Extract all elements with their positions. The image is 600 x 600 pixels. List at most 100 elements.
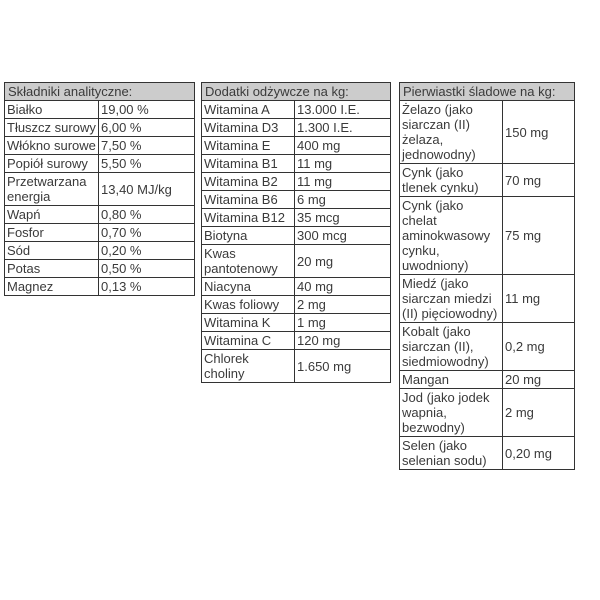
table-row: Fosfor 0,70 % (4, 223, 196, 242)
nutrient-name-cell: Żelazo (jako siarczan (II) żelaza, jedno… (399, 100, 503, 164)
nutrient-name-cell: Selen (jako selenian sodu) (399, 436, 503, 470)
additives-rows: Witamina A 13.000 I.E. Witamina D3 1.300 I.… (201, 100, 392, 383)
table-row: Jod (jako jodek wapnia, bezwodny) 2 mg (399, 388, 575, 437)
nutrient-name-cell: Witamina D3 (201, 118, 295, 137)
nutrient-value-cell: 120 mg (293, 331, 392, 350)
nutrient-name-cell: Miedź (jako siarczan miedzi (II) pięciow… (399, 274, 503, 323)
nutrient-value-cell: 7,50 % (97, 136, 196, 155)
nutrient-value-cell: 2 mg (502, 388, 575, 437)
table-row: Magnez 0,13 % (4, 277, 196, 296)
table-row: Tłuszcz surowy 6,00 % (4, 118, 196, 137)
nutrient-name-cell: Witamina K (201, 313, 295, 332)
nutrient-value-cell: 1 mg (293, 313, 392, 332)
nutritional-additives-table: Dodatki odżywcze na kg: Witamina A 13.000… (200, 82, 392, 383)
nutrient-name-cell: Kwas foliowy (201, 295, 295, 314)
table-header-row: Składniki analityczne: (3, 82, 196, 101)
table-header-row: Pierwiastki śladowe na kg: (399, 82, 575, 101)
table-row: Witamina B12 35 mcg (201, 208, 392, 227)
table-row: Kwas pantotenowy 20 mg (201, 244, 392, 278)
nutrient-value-cell: 1.650 mg (293, 349, 392, 383)
nutrient-name-cell: Witamina B1 (201, 154, 295, 173)
nutrient-value-cell: 6,00 % (97, 118, 196, 137)
table-row: Witamina A 13.000 I.E. (201, 100, 392, 119)
table-header-row: Dodatki odżywcze na kg: (200, 82, 392, 101)
additives-table-title: Dodatki odżywcze na kg: (200, 82, 392, 101)
table-row: Chlorek choliny 1.650 mg (201, 349, 392, 383)
trace-rows: Żelazo (jako siarczan (II) żelaza, jedno… (399, 100, 575, 470)
table-row: Witamina E 400 mg (201, 136, 392, 155)
nutrient-value-cell: 2 mg (293, 295, 392, 314)
nutrient-value-cell: 13.000 I.E. (293, 100, 392, 119)
table-row: Selen (jako selenian sodu) 0,20 mg (399, 436, 575, 470)
trace-elements-table: Pierwiastki śladowe na kg: Żelazo (jako … (399, 82, 575, 470)
nutrient-name-cell: Niacyna (201, 277, 295, 296)
nutrient-value-cell: 11 mg (293, 154, 392, 173)
nutrient-name-cell: Kwas pantotenowy (201, 244, 295, 278)
nutrient-name-cell: Kobalt (jako siarczan (II), siedmiowodny… (399, 322, 503, 371)
table-row: Cynk (jako tlenek cynku) 70 mg (399, 163, 575, 197)
nutrient-name-cell: Witamina B12 (201, 208, 295, 227)
table-row: Żelazo (jako siarczan (II) żelaza, jedno… (399, 100, 575, 164)
nutrient-value-cell: 13,40 MJ/kg (97, 172, 196, 206)
analytical-rows: Białko 19,00 % Tłuszcz surowy 6,00 % Włókno … (4, 100, 196, 296)
nutrient-name-cell: Przetwarzana energia (4, 172, 99, 206)
nutrient-value-cell: 0,13 % (97, 277, 196, 296)
analytical-table-title: Składniki analityczne: (3, 82, 196, 101)
nutrient-value-cell: 11 mg (293, 172, 392, 191)
nutrient-name-cell: Cynk (jako chelat aminokwasowy cynku, uw… (399, 196, 503, 275)
nutrient-name-cell: Witamina E (201, 136, 295, 155)
table-row: Kobalt (jako siarczan (II), siedmiowodny… (399, 322, 575, 371)
nutrient-name-cell: Popiół surowy (4, 154, 99, 173)
nutrient-value-cell: 1.300 I.E. (293, 118, 392, 137)
nutrient-value-cell: 0,70 % (97, 223, 196, 242)
table-row: Potas 0,50 % (4, 259, 196, 278)
table-row: Mangan 20 mg (399, 370, 575, 389)
analytical-components-table: Składniki analityczne: Białko 19,00 % Tłus… (3, 82, 196, 296)
nutrient-name-cell: Wapń (4, 205, 99, 224)
nutrient-value-cell: 0,80 % (97, 205, 196, 224)
nutrient-value-cell: 75 mg (502, 196, 575, 275)
nutrient-name-cell: Witamina C (201, 331, 295, 350)
nutrient-value-cell: 11 mg (502, 274, 575, 323)
nutrient-name-cell: Białko (4, 100, 99, 119)
nutrient-name-cell: Potas (4, 259, 99, 278)
nutrient-value-cell: 150 mg (502, 100, 575, 164)
table-row: Sód 0,20 % (4, 241, 196, 260)
table-row: Białko 19,00 % (4, 100, 196, 119)
nutrient-name-cell: Cynk (jako tlenek cynku) (399, 163, 503, 197)
nutrient-value-cell: 0,50 % (97, 259, 196, 278)
nutrient-name-cell: Witamina A (201, 100, 295, 119)
table-row: Wapń 0,80 % (4, 205, 196, 224)
table-row: Witamina C 120 mg (201, 331, 392, 350)
nutrient-name-cell: Fosfor (4, 223, 99, 242)
nutrient-value-cell: 20 mg (502, 370, 575, 389)
table-row: Włókno surowe 7,50 % (4, 136, 196, 155)
table-row: Kwas foliowy 2 mg (201, 295, 392, 314)
nutrient-value-cell: 40 mg (293, 277, 392, 296)
table-row: Witamina B1 11 mg (201, 154, 392, 173)
table-row: Przetwarzana energia 13,40 MJ/kg (4, 172, 196, 206)
nutrient-value-cell: 35 mcg (293, 208, 392, 227)
nutrient-name-cell: Chlorek choliny (201, 349, 295, 383)
table-row: Witamina B2 11 mg (201, 172, 392, 191)
trace-table-title: Pierwiastki śladowe na kg: (399, 82, 575, 101)
nutrient-value-cell: 20 mg (293, 244, 392, 278)
table-row: Niacyna 40 mg (201, 277, 392, 296)
table-row: Witamina B6 6 mg (201, 190, 392, 209)
table-row: Miedź (jako siarczan miedzi (II) pięciow… (399, 274, 575, 323)
nutrient-name-cell: Włókno surowe (4, 136, 99, 155)
nutrient-value-cell: 19,00 % (97, 100, 196, 119)
nutrient-value-cell: 300 mcg (293, 226, 392, 245)
nutrient-name-cell: Sód (4, 241, 99, 260)
table-row: Biotyna 300 mcg (201, 226, 392, 245)
table-row: Cynk (jako chelat aminokwasowy cynku, uw… (399, 196, 575, 275)
table-row: Popiół surowy 5,50 % (4, 154, 196, 173)
table-row: Witamina D3 1.300 I.E. (201, 118, 392, 137)
nutrient-value-cell: 5,50 % (97, 154, 196, 173)
nutrient-name-cell: Jod (jako jodek wapnia, bezwodny) (399, 388, 503, 437)
nutrient-value-cell: 0,2 mg (502, 322, 575, 371)
nutrient-name-cell: Witamina B2 (201, 172, 295, 191)
nutrient-value-cell: 400 mg (293, 136, 392, 155)
nutrient-value-cell: 0,20 mg (502, 436, 575, 470)
